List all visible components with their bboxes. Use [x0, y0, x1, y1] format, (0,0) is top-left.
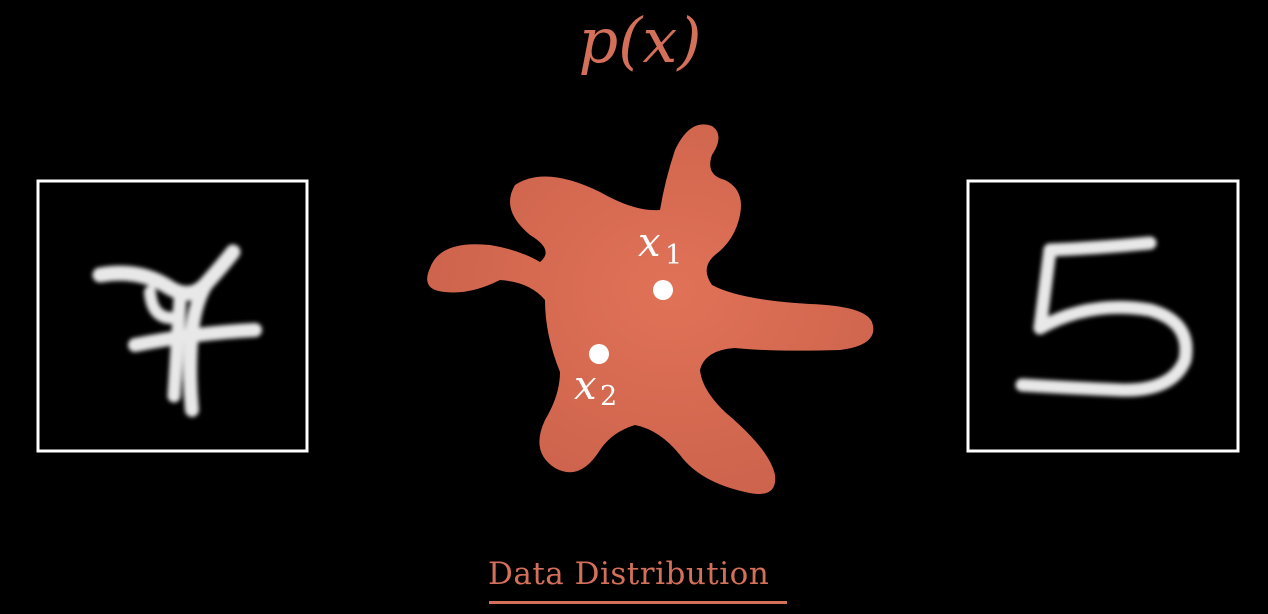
- point-label-x1-var: x: [638, 220, 661, 266]
- caption-data-distribution: Data Distribution: [488, 556, 770, 592]
- point-label-x2: x 2: [574, 364, 634, 414]
- point-label-x2-var: x: [574, 363, 597, 409]
- handwritten-digit-five: [1015, 236, 1193, 397]
- sample-frame-right: [966, 179, 1240, 453]
- point-label-x1: x 1: [638, 221, 698, 271]
- data-distribution-blob: [427, 124, 874, 494]
- caption-underline: [489, 601, 787, 604]
- sample-image-left: [36, 179, 309, 453]
- sample-point-x1: [653, 280, 673, 300]
- sample-point-x2: [589, 344, 609, 364]
- point-label-x1-sub: 1: [665, 240, 683, 271]
- point-label-x2-sub: 2: [600, 381, 618, 412]
- distribution-function-label: p(x): [578, 4, 702, 77]
- handwritten-digit-seven: [92, 244, 262, 417]
- sample-image-right: [966, 179, 1240, 453]
